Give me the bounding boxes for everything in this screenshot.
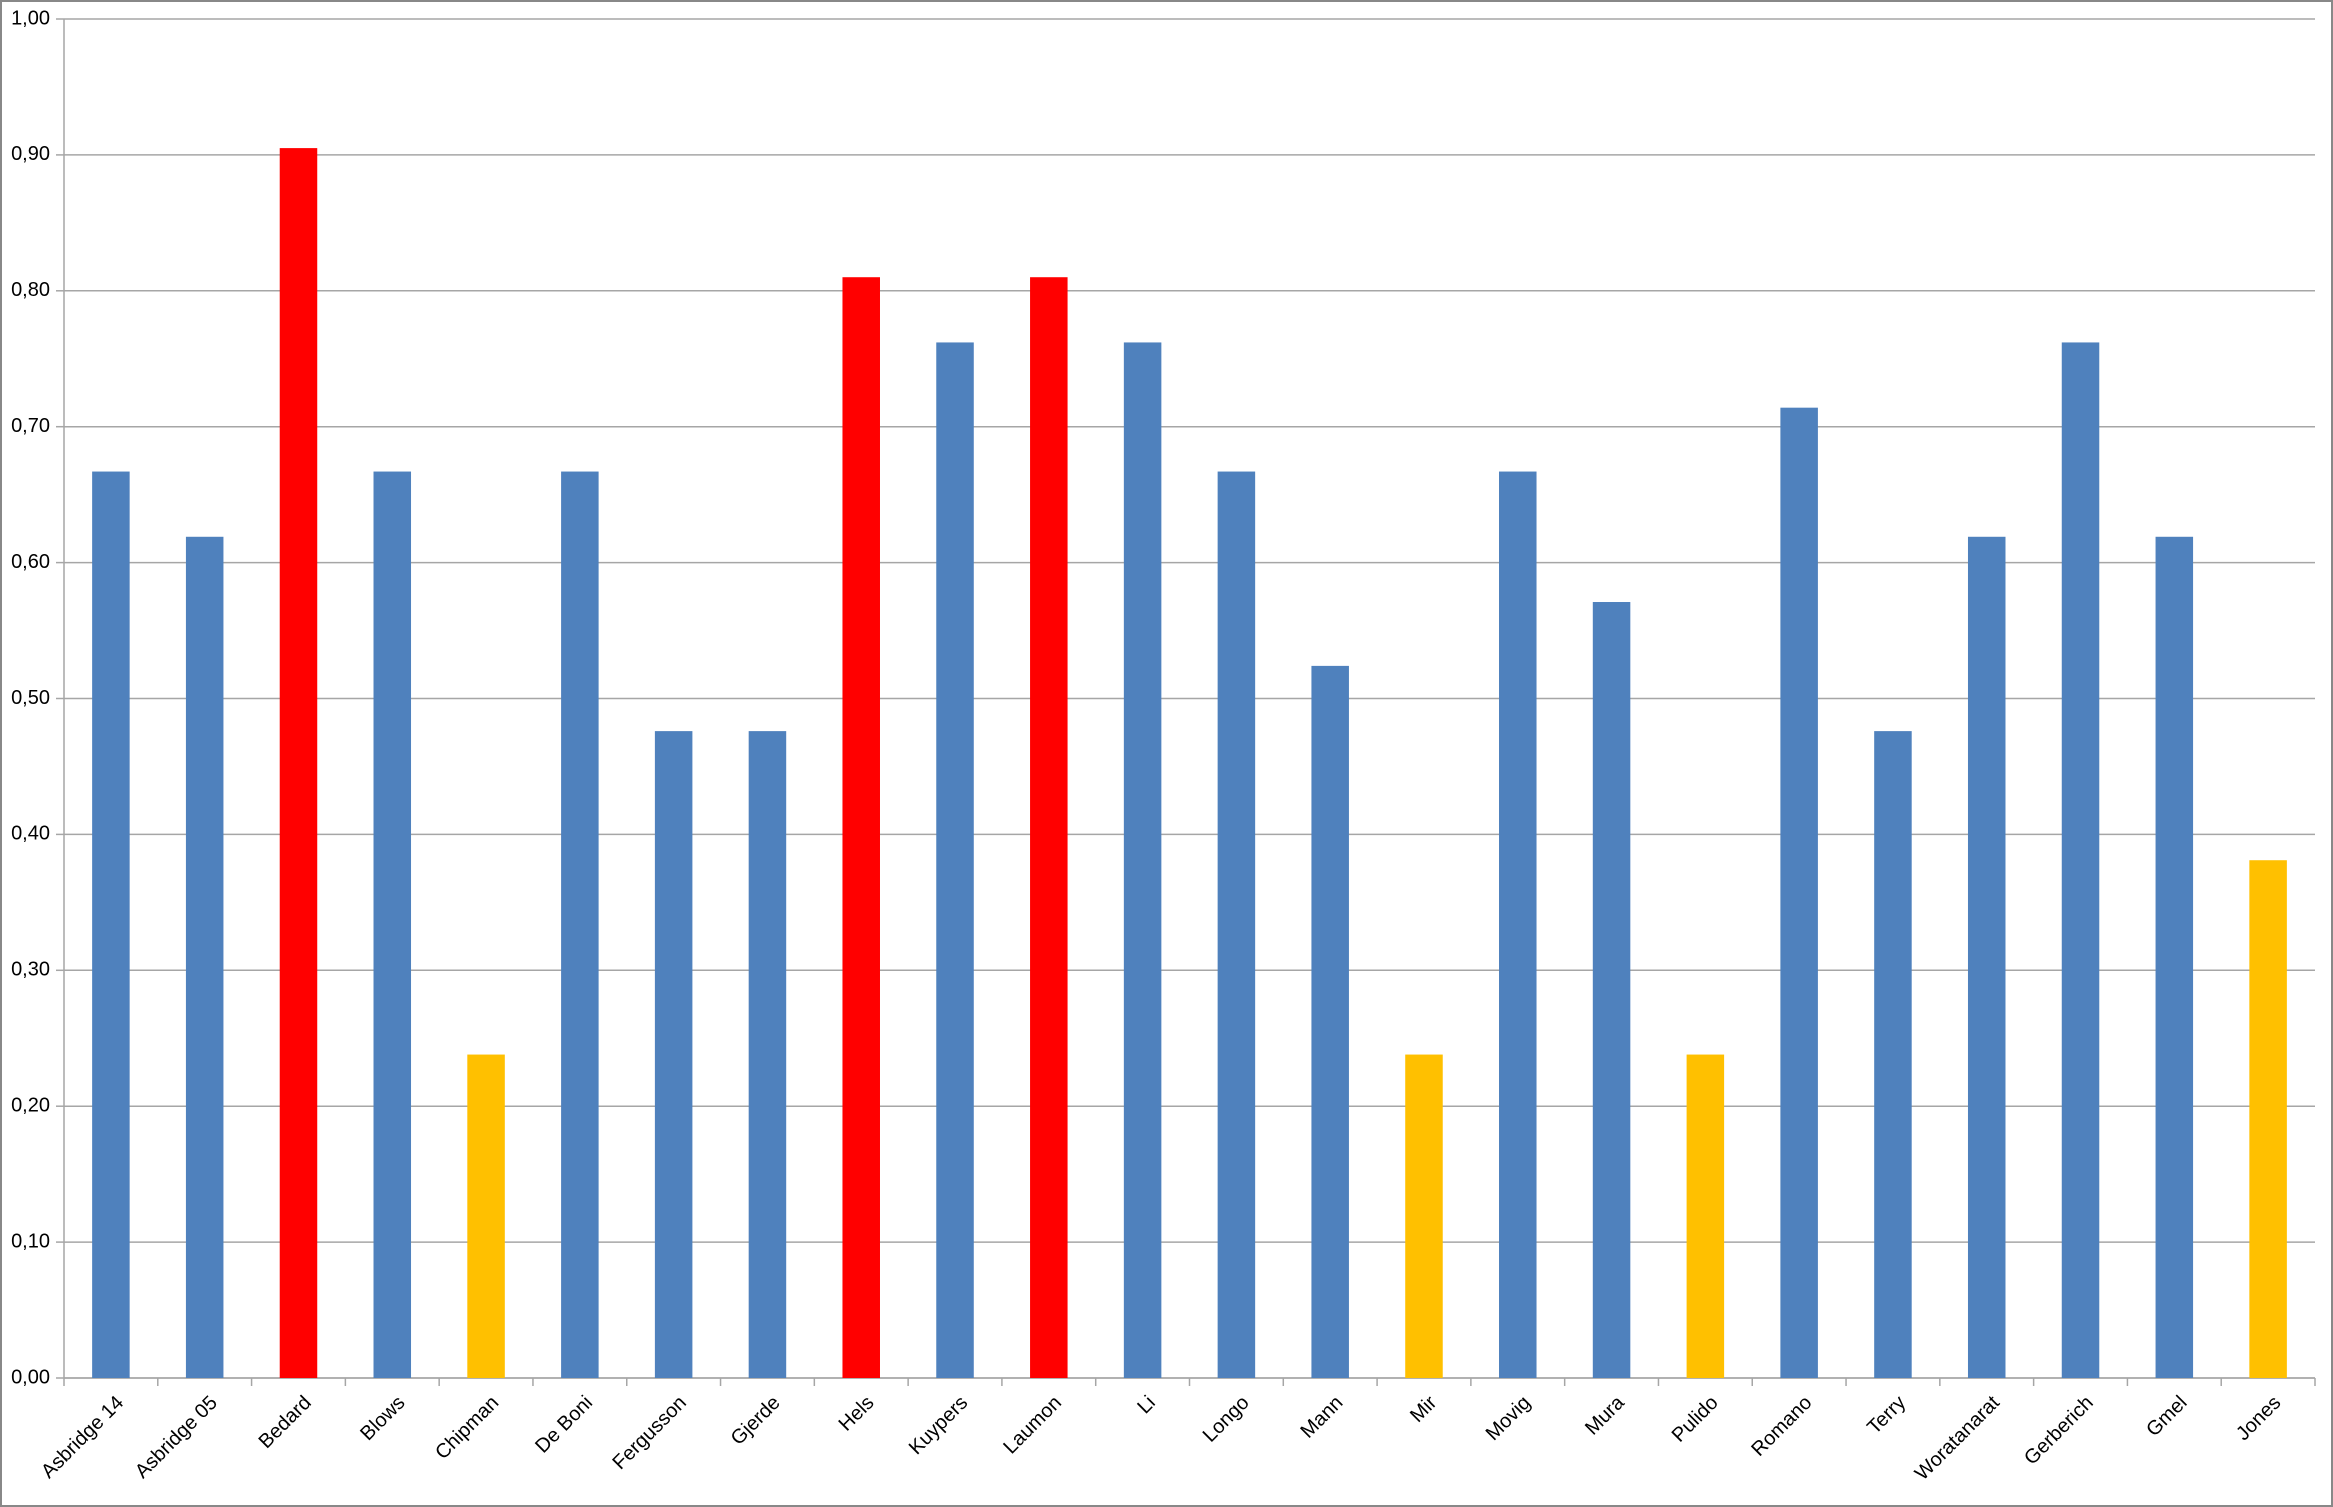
y-tick-label: 0,20	[11, 1094, 50, 1116]
y-tick-label: 0,10	[11, 1230, 50, 1252]
bar	[561, 471, 599, 1378]
bar	[2249, 860, 2287, 1378]
bar	[92, 471, 130, 1378]
bar	[1311, 665, 1349, 1378]
y-tick-label: 1,00	[11, 7, 50, 29]
bar	[748, 731, 787, 1378]
bar	[467, 1054, 505, 1378]
y-tick-label: 0,80	[11, 279, 50, 301]
bar	[2061, 342, 2100, 1378]
bar	[1499, 471, 1537, 1378]
bar	[373, 471, 412, 1378]
y-tick-label: 0,00	[11, 1366, 50, 1388]
y-tick-label: 0,60	[11, 551, 50, 573]
bar	[1217, 471, 1256, 1378]
bar	[279, 148, 318, 1379]
y-tick-label: 0,90	[11, 143, 50, 165]
bar	[1030, 277, 1068, 1379]
bar	[1592, 602, 1631, 1378]
bar	[1405, 1054, 1443, 1378]
bar	[654, 731, 693, 1378]
bar	[936, 342, 974, 1378]
bar	[1686, 1054, 1725, 1378]
bar	[1967, 536, 2006, 1378]
bar	[1780, 407, 1818, 1378]
y-tick-label: 0,50	[11, 687, 50, 709]
bar	[1123, 342, 1162, 1378]
bar	[1874, 731, 1912, 1378]
y-tick-label: 0,70	[11, 415, 50, 437]
bar	[185, 536, 224, 1378]
bar	[842, 277, 880, 1379]
bar	[2155, 536, 2194, 1378]
y-tick-label: 0,40	[11, 823, 50, 845]
y-tick-label: 0,30	[11, 959, 50, 981]
